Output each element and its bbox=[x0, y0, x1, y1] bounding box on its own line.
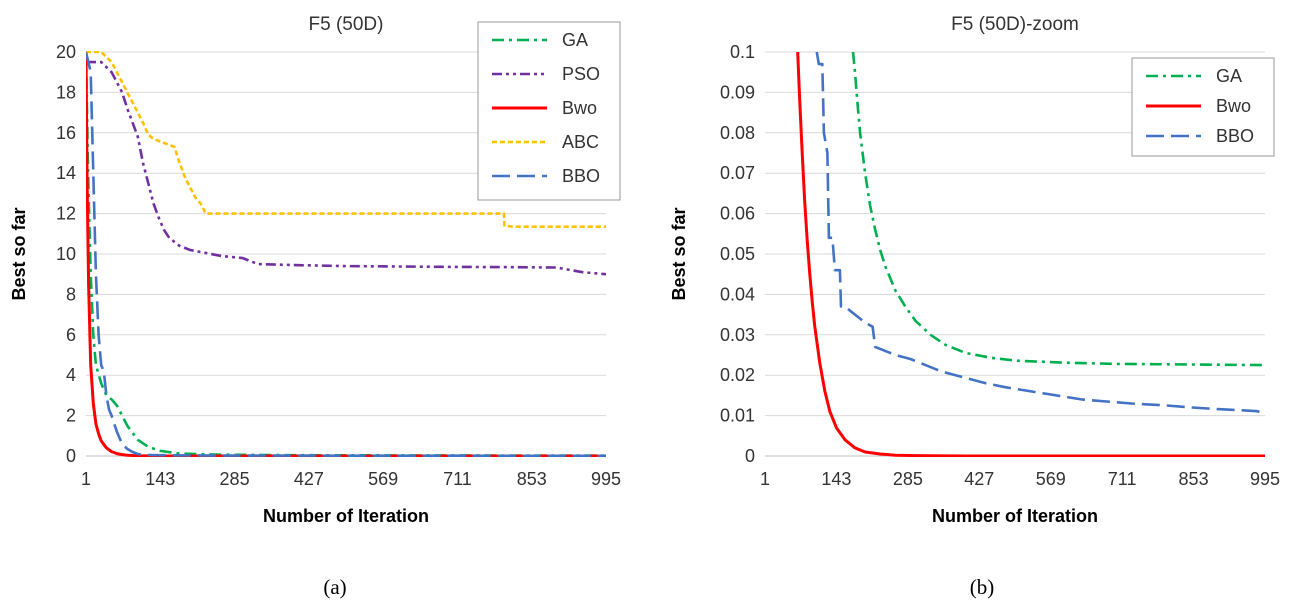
x-axis-label: Number of Iteration bbox=[263, 506, 429, 526]
chart-title: F5 (50D) bbox=[309, 14, 384, 35]
y-tick-label: 0.03 bbox=[720, 325, 755, 345]
x-axis-label: Number of Iteration bbox=[932, 506, 1098, 526]
series-line-abc bbox=[86, 51, 606, 228]
x-tick-label: 995 bbox=[591, 469, 621, 489]
y-tick-label: 0.09 bbox=[720, 82, 755, 102]
y-tick-label: 0.07 bbox=[720, 163, 755, 183]
series-line-pso bbox=[86, 60, 606, 276]
y-tick-label: 0.08 bbox=[720, 123, 755, 143]
legend: GA PSO Bwo ABC BBO bbox=[477, 21, 621, 201]
legend-label: BBO bbox=[562, 166, 600, 186]
y-tick-label: 0 bbox=[745, 446, 755, 466]
x-tick-label: 853 bbox=[1179, 469, 1209, 489]
y-tick-label: 0.05 bbox=[720, 244, 755, 264]
x-tick-label: 711 bbox=[443, 469, 472, 489]
y-tick-label: 0.06 bbox=[720, 204, 755, 224]
legend-label: ABC bbox=[562, 132, 599, 152]
y-tick-label: 0 bbox=[66, 446, 76, 466]
legend-label: Bwo bbox=[1216, 96, 1251, 116]
y-tick-label: 0.04 bbox=[720, 284, 755, 304]
y-tick-label: 12 bbox=[56, 204, 76, 224]
y-axis-label: Best so far bbox=[9, 207, 29, 300]
legend-label: PSO bbox=[562, 64, 600, 84]
x-tick-label: 569 bbox=[1036, 469, 1066, 489]
legend-box bbox=[477, 21, 621, 201]
panel-caption: (a) bbox=[323, 575, 346, 599]
x-tick-label: 427 bbox=[964, 469, 994, 489]
y-tick-label: 2 bbox=[66, 406, 76, 426]
y-axis-label: Best so far bbox=[669, 207, 689, 300]
y-tick-label: 6 bbox=[66, 325, 76, 345]
chart-b: F5 (50D)-zoom 0 0.01 0.02 0.03 0.04 0.05 0.06 0.… bbox=[669, 14, 1280, 599]
x-tick-label: 427 bbox=[294, 469, 324, 489]
series-line-bwo bbox=[796, 51, 1265, 457]
chart-a: F5 (50D) 0 2 4 6 8 10 12 14 16 18 20 1 143 285 427 569 71… bbox=[9, 14, 621, 599]
x-tick-label: 711 bbox=[1108, 469, 1137, 489]
chart-title: F5 (50D)-zoom bbox=[951, 14, 1079, 35]
panel-caption: (b) bbox=[970, 575, 995, 599]
legend-label: BBO bbox=[1216, 126, 1254, 146]
x-tick-label: 1 bbox=[760, 469, 770, 489]
legend-label: GA bbox=[562, 30, 588, 50]
x-tick-label: 143 bbox=[145, 469, 175, 489]
y-tick-label: 0.1 bbox=[730, 42, 755, 62]
legend-label: GA bbox=[1216, 66, 1242, 86]
y-tick-label: 0.01 bbox=[720, 406, 755, 426]
x-tick-label: 285 bbox=[893, 469, 923, 489]
legend: GA Bwo BBO bbox=[1131, 57, 1275, 157]
y-tick-label: 18 bbox=[56, 82, 76, 102]
x-tick-label: 995 bbox=[1250, 469, 1280, 489]
y-tick-label: 20 bbox=[56, 42, 76, 62]
y-tick-label: 14 bbox=[56, 163, 76, 183]
series-line-bbo bbox=[815, 51, 1265, 415]
y-tick-label: 4 bbox=[66, 365, 76, 385]
x-tick-label: 285 bbox=[220, 469, 250, 489]
series-line-ga bbox=[86, 51, 606, 457]
y-tick-label: 16 bbox=[56, 123, 76, 143]
y-tick-label: 8 bbox=[66, 284, 76, 304]
legend-box bbox=[1131, 57, 1275, 157]
series-line-bbo bbox=[86, 51, 606, 457]
y-tick-label: 0.02 bbox=[720, 365, 755, 385]
legend-label: Bwo bbox=[562, 98, 597, 118]
x-tick-label: 143 bbox=[821, 469, 851, 489]
x-tick-label: 569 bbox=[368, 469, 398, 489]
x-tick-label: 853 bbox=[517, 469, 547, 489]
x-tick-label: 1 bbox=[81, 469, 91, 489]
series-line-ga bbox=[851, 51, 1265, 367]
y-tick-label: 10 bbox=[56, 244, 76, 264]
